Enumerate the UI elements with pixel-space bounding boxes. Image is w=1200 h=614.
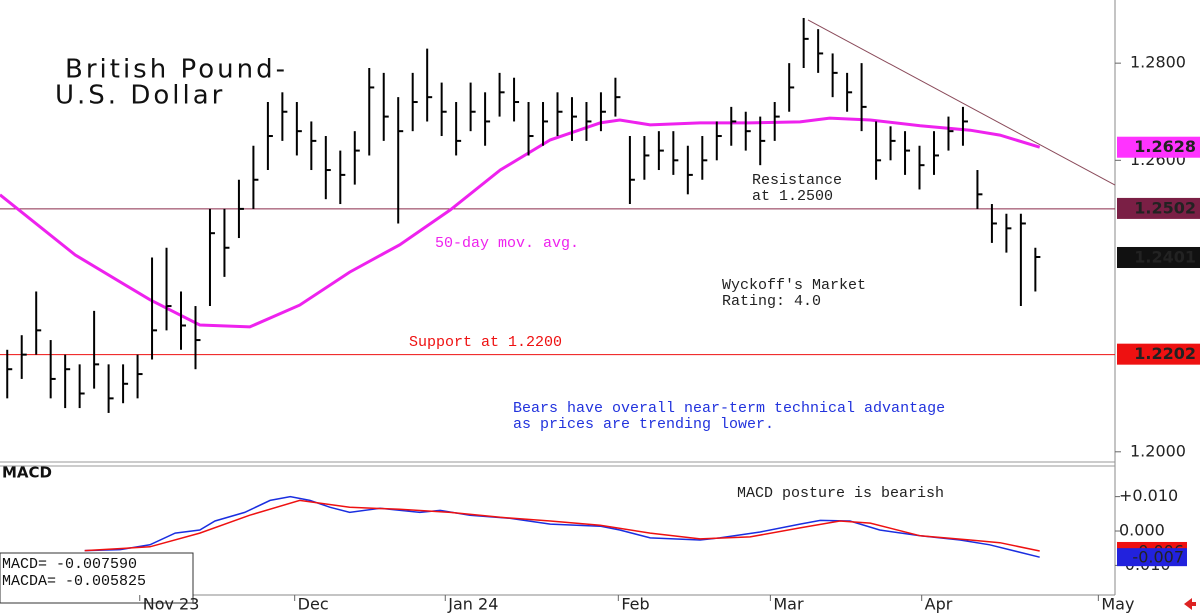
x-tick-label: Mar <box>773 595 804 614</box>
macd-line <box>84 499 1040 552</box>
price-label: 1.2202 <box>1134 344 1196 363</box>
y-tick-label: 1.2800 <box>1130 53 1186 72</box>
annotation: MACD posture is bearish <box>737 485 944 502</box>
x-tick-label: May <box>1101 595 1134 614</box>
value-box-label: -0.007 <box>1132 548 1184 567</box>
price-label-box <box>1117 343 1200 365</box>
chart-title: British Pound- <box>65 55 288 85</box>
annotation: 50-day mov. avg. <box>435 235 579 252</box>
y-tick-label: 0.000 <box>1119 521 1165 540</box>
annotation: Support at 1.2200 <box>409 334 562 351</box>
annotation: as prices are trending lower. <box>513 416 774 433</box>
price-label-box <box>1117 136 1200 158</box>
readout-box <box>0 552 194 604</box>
annotation: Rating: 4.0 <box>722 293 821 310</box>
y-tick-label: 1.2000 <box>1130 441 1186 460</box>
arrow-icon <box>1184 598 1196 610</box>
x-tick-label: Jan 24 <box>447 595 498 614</box>
panel-title: MACD <box>2 464 52 482</box>
annotation: at 1.2500 <box>752 188 833 205</box>
x-tick-label: Dec <box>298 595 329 614</box>
price-label: 1.2502 <box>1134 198 1196 217</box>
annotation: Wyckoff's Market <box>722 277 866 294</box>
x-tick-label: Nov 23 <box>143 595 200 614</box>
annotation: Bears have overall near-term technical a… <box>513 400 945 417</box>
y-tick-label: +0.010 <box>1119 486 1178 505</box>
chart-title: U.S. Dollar <box>55 81 225 111</box>
annotation: Resistance <box>752 172 842 189</box>
price-label: 1.2628 <box>1134 137 1196 156</box>
x-tick-label: Feb <box>621 595 649 614</box>
trend-line <box>807 19 1116 186</box>
value-box <box>1117 548 1187 567</box>
price-label-box <box>1117 246 1200 268</box>
readout: MACD= -0.007590 <box>2 556 137 573</box>
price-label: 1.2401 <box>1134 247 1196 266</box>
readout: MACDA= -0.005825 <box>2 573 146 590</box>
price-label-box <box>1117 197 1200 219</box>
x-tick-label: Apr <box>925 595 953 614</box>
